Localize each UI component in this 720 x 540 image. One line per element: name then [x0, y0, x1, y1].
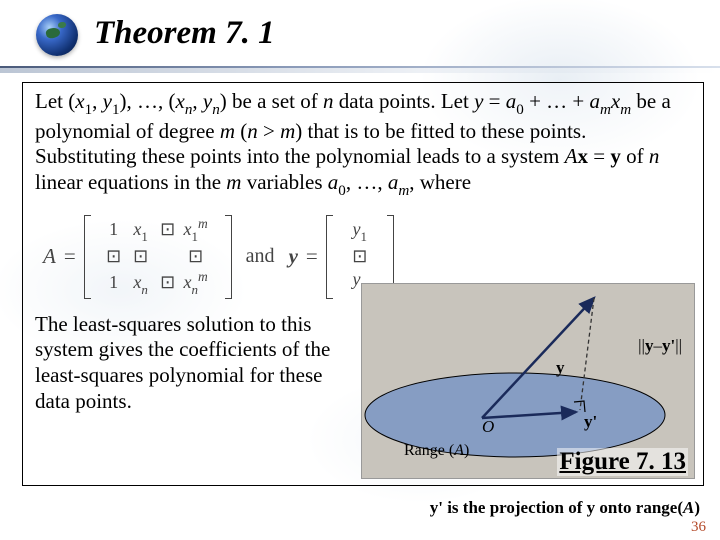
globe-icon — [36, 14, 78, 56]
figure-caption: Figure 7. 13 — [557, 448, 688, 476]
matrix-A-label: A — [43, 244, 56, 269]
theorem-paragraph-1: Let (x1, y1), …, (xn, yn) be a set of n … — [35, 89, 693, 199]
slide-header: Theorem 7. 1 — [0, 0, 720, 68]
vector-y-label: y — [289, 244, 298, 269]
svg-text:O: O — [482, 417, 494, 436]
figure-7-13: O ||y–y'|| y y' Range (A) Figure 7. 13 — [361, 283, 695, 479]
footnote: y' is the projection of y onto range(A) — [430, 498, 700, 518]
norm-label: ||y–y'|| — [638, 336, 682, 356]
range-label: Range (A) — [404, 442, 469, 460]
theorem-box: Let (x1, y1), …, (xn, yn) be a set of n … — [22, 82, 704, 486]
yprime-label: y' — [584, 412, 597, 432]
and-word: and — [246, 245, 275, 268]
y-label: y — [556, 358, 565, 378]
slide-title: Theorem 7. 1 — [94, 15, 275, 52]
page-number: 36 — [691, 519, 706, 536]
theorem-paragraph-2: The least-squares solution to this syste… — [35, 312, 361, 414]
matrix-A-body: 1x1⊡x1m ⊡⊡⊡ 1xn⊡xnm — [95, 211, 221, 301]
